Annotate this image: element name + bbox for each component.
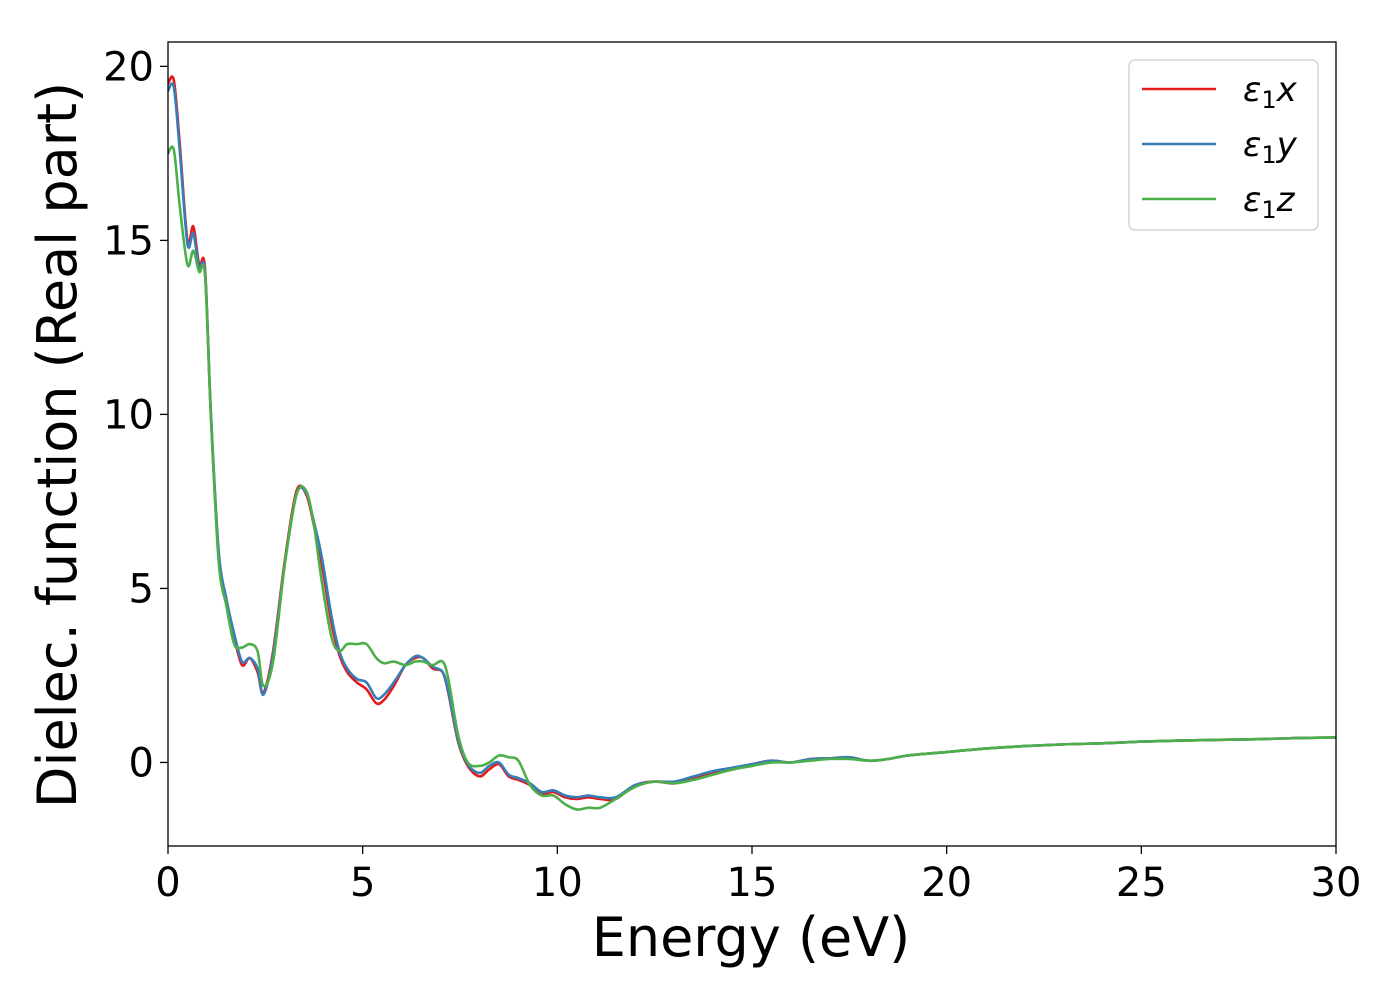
x-axis-label: Energy (eV)	[592, 906, 911, 969]
legend-label-z: ε1z	[1243, 180, 1296, 224]
series-line-z	[168, 145, 1336, 811]
plot-lines	[168, 75, 1336, 811]
y-tick-label: 5	[129, 566, 154, 612]
y-axis: 0 5 10 15 20	[103, 44, 168, 786]
x-tick-label: 5	[350, 860, 375, 906]
x-tick-label: 15	[727, 860, 778, 906]
y-tick-label: 15	[103, 218, 154, 264]
series-group	[168, 75, 1336, 811]
y-tick-label: 10	[103, 392, 154, 438]
x-tick-label: 10	[532, 860, 583, 906]
x-tick-label: 20	[921, 860, 972, 906]
x-tick-label: 0	[155, 860, 180, 906]
legend-box	[1128, 59, 1319, 231]
legend-label-x: ε1x	[1243, 70, 1298, 114]
y-tick-label: 0	[129, 740, 154, 786]
legend-label-y: ε1y	[1243, 125, 1298, 169]
x-tick-label: 30	[1311, 860, 1362, 906]
y-tick-label: 20	[103, 44, 154, 90]
legend: ε1x ε1y ε1z	[1128, 59, 1319, 231]
y-axis-label: Dielec. function (Real part)	[26, 82, 89, 808]
x-tick-label: 25	[1116, 860, 1167, 906]
x-axis: 0 5 10 15 20 25 30	[155, 846, 1361, 906]
